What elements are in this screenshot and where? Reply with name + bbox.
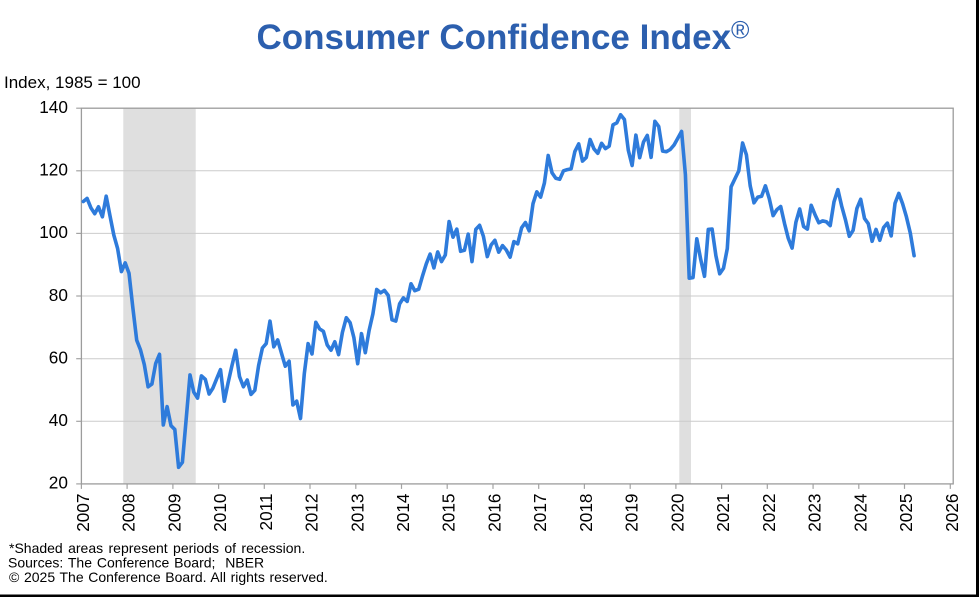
svg-text:40: 40 [49,410,68,430]
svg-text:2017: 2017 [530,494,550,532]
svg-text:2012: 2012 [302,494,322,532]
svg-text:2009: 2009 [164,494,184,532]
svg-text:140: 140 [39,97,68,117]
svg-text:2015: 2015 [439,494,459,532]
svg-text:2026: 2026 [942,494,962,532]
svg-text:2014: 2014 [393,493,413,532]
svg-text:2019: 2019 [622,494,642,532]
svg-text:Sources: The Conference Board;: Sources: The Conference Board; NBER [8,555,264,571]
svg-text:2023: 2023 [805,494,825,532]
svg-text:80: 80 [49,285,68,305]
svg-text:2007: 2007 [73,494,93,532]
svg-text:2008: 2008 [119,494,139,532]
svg-text:*Shaded areas represent period: *Shaded areas represent periods of reces… [9,540,305,556]
svg-text:2013: 2013 [347,494,367,532]
svg-text:2016: 2016 [485,494,505,532]
svg-text:2021: 2021 [713,494,733,532]
svg-text:120: 120 [39,160,68,180]
svg-text:2025: 2025 [896,494,916,532]
svg-text:© 2025 The Conference Board. A: © 2025 The Conference Board. All rights … [9,569,328,585]
svg-text:2022: 2022 [759,494,779,532]
svg-text:100: 100 [39,222,68,242]
svg-text:2024: 2024 [850,493,870,532]
svg-text:2010: 2010 [210,494,230,532]
svg-text:20: 20 [49,473,68,493]
svg-text:Consumer Confidence Index®: Consumer Confidence Index® [257,17,751,58]
svg-text:60: 60 [49,348,68,368]
svg-text:2020: 2020 [667,494,687,532]
svg-text:2011: 2011 [256,494,276,531]
svg-text:Index, 1985 = 100: Index, 1985 = 100 [4,73,141,92]
svg-text:2018: 2018 [576,494,596,532]
